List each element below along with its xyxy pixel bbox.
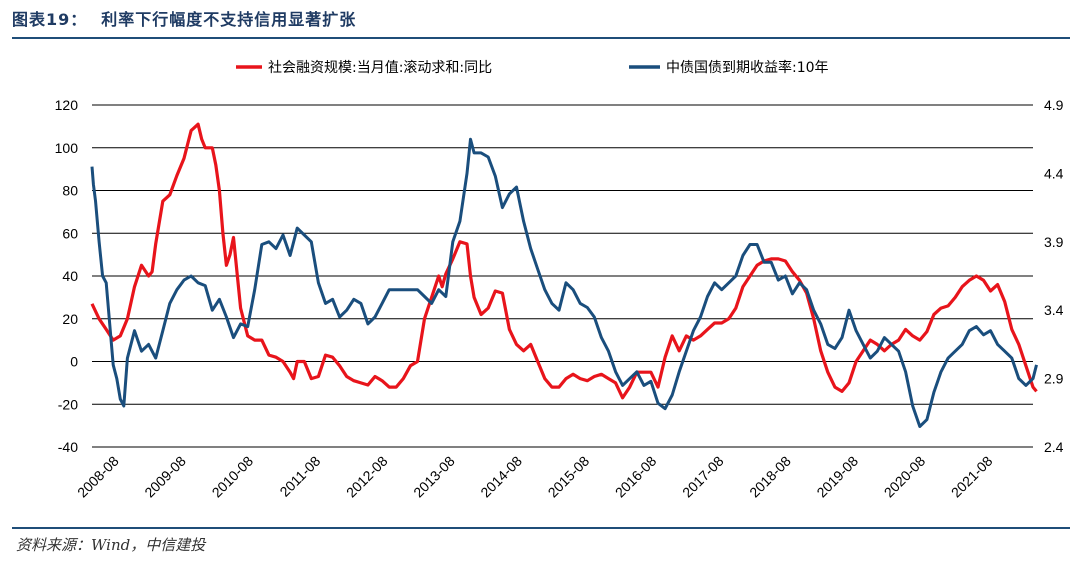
y-left-tick-label: 60	[62, 225, 78, 241]
grid-lines	[92, 104, 1033, 448]
legend-label-series1: 社会融资规模:当月值:滚动求和:同比	[268, 59, 492, 76]
x-tick-label: 2008-08	[74, 453, 122, 501]
source-note: 资料来源：Wind，中信建投	[16, 536, 206, 554]
figure-label: 图表19：	[12, 10, 88, 29]
x-tick-label: 2016-08	[612, 453, 660, 501]
y-left-tick-label: 80	[62, 183, 78, 199]
y-left-tick-label: 100	[55, 140, 79, 156]
y-left-tick-label: -20	[58, 396, 78, 412]
left-axis-ticks: 120 100 80 60 40 20 0 -20 -40	[55, 97, 79, 455]
line-chart: 120 100 80 60 40 20 0 -20 -40 4.9 4.4 3.9 3.4 2.9 2.4…	[55, 59, 1064, 501]
bottom-rule	[12, 527, 1070, 529]
right-axis-ticks: 4.9 4.4 3.9 3.4 2.9 2.4	[1044, 97, 1064, 455]
legend-label-series2: 中债国债到期收益率:10年	[666, 59, 829, 76]
y-right-tick-label: 4.9	[1044, 97, 1064, 113]
figure-title-text: 利率下行幅度不支持信用显著扩张	[101, 10, 357, 29]
y-left-tick-label: 40	[62, 268, 78, 284]
top-rule	[12, 37, 1070, 39]
y-left-tick-label: 20	[62, 311, 78, 327]
x-tick-label: 2014-08	[477, 453, 525, 501]
y-right-tick-label: 4.4	[1044, 165, 1064, 181]
x-tick-label: 2020-08	[881, 453, 929, 501]
x-tick-label: 2017-08	[679, 453, 727, 501]
y-right-tick-label: 3.9	[1044, 234, 1064, 250]
x-tick-label: 2012-08	[343, 453, 391, 501]
x-tick-label: 2009-08	[141, 453, 189, 501]
x-tick-label: 2011-08	[276, 453, 323, 500]
series-line-social-financing	[90, 122, 1038, 400]
x-tick-label: 2013-08	[410, 453, 458, 501]
x-tick-label: 2018-08	[746, 453, 794, 501]
x-tick-label: 2010-08	[209, 453, 257, 501]
series-line-bond-yield	[90, 137, 1038, 428]
x-axis-ticks: 2008-08 2009-08 2010-08 2011-08 2012-08 2013-…	[74, 453, 996, 501]
legend: 社会融资规模:当月值:滚动求和:同比 中债国债到期收益率:10年	[236, 59, 829, 76]
series-lines	[90, 122, 1038, 428]
x-tick-label: 2021-08	[948, 453, 996, 501]
y-left-tick-label: -40	[58, 439, 78, 455]
x-tick-label: 2015-08	[545, 453, 593, 501]
x-tick-label: 2019-08	[813, 453, 861, 501]
y-left-tick-label: 120	[55, 97, 79, 113]
y-right-tick-label: 3.4	[1044, 302, 1064, 318]
y-left-tick-label: 0	[70, 354, 78, 370]
y-right-tick-label: 2.4	[1044, 439, 1064, 455]
y-right-tick-label: 2.9	[1044, 371, 1064, 387]
figure-title: 图表19： 利率下行幅度不支持信用显著扩张	[12, 6, 356, 30]
